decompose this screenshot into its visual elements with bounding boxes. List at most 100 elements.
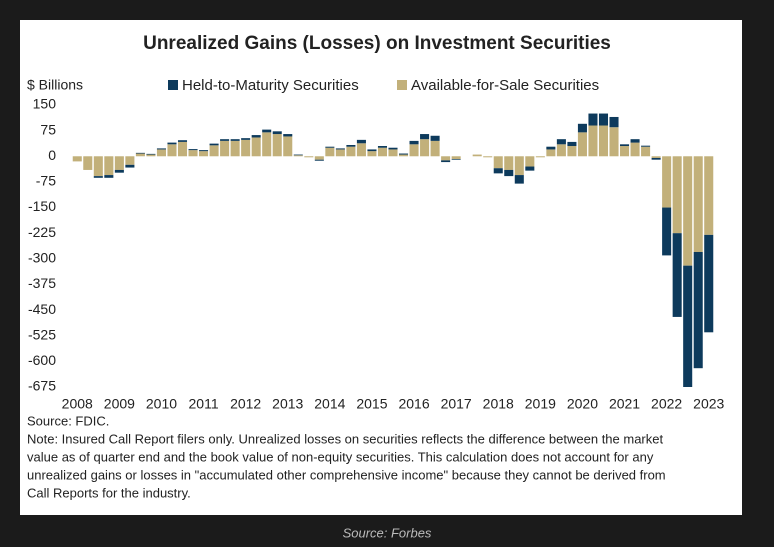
x-tick-label: 2015 xyxy=(356,396,387,412)
bar xyxy=(377,147,388,157)
bar xyxy=(156,148,166,150)
bar xyxy=(683,156,693,266)
bar xyxy=(135,153,145,157)
bar xyxy=(209,143,219,146)
bar xyxy=(683,265,693,387)
y-tick-label: -525 xyxy=(28,326,56,342)
bar xyxy=(241,138,251,140)
y-tick-label: -75 xyxy=(36,173,56,189)
bar xyxy=(230,140,240,157)
bar xyxy=(504,169,514,177)
bar xyxy=(556,144,566,157)
bar xyxy=(556,139,566,145)
bar xyxy=(388,149,398,157)
source: Source: FDIC. xyxy=(27,413,109,428)
bar xyxy=(367,149,377,152)
y-tick-label: -375 xyxy=(28,275,56,291)
bar xyxy=(377,146,388,148)
bar xyxy=(704,234,714,333)
x-tick-label: 2013 xyxy=(272,396,303,412)
x-tick-label: 2012 xyxy=(230,396,261,412)
bar xyxy=(314,156,324,160)
bar xyxy=(125,164,135,168)
bar xyxy=(567,141,577,147)
bar xyxy=(199,150,209,152)
bar xyxy=(609,116,619,128)
bar xyxy=(135,152,145,154)
bar xyxy=(325,146,335,148)
y-axis-label: $ Billions xyxy=(27,77,83,93)
bar xyxy=(93,176,103,178)
bar xyxy=(346,144,356,147)
bar xyxy=(272,131,282,135)
x-tick-label: 2017 xyxy=(441,396,472,412)
bar xyxy=(104,175,114,178)
bar xyxy=(514,175,524,184)
x-tick-label: 2011 xyxy=(189,396,219,412)
y-tick-label: -675 xyxy=(28,378,56,394)
legend-label: Held-to-Maturity Securities xyxy=(182,77,359,94)
bar xyxy=(262,129,272,133)
legend-swatch xyxy=(397,80,407,90)
bar xyxy=(620,146,630,157)
bar xyxy=(493,156,503,169)
bar xyxy=(441,156,451,161)
bar xyxy=(314,159,324,161)
bar xyxy=(483,156,493,158)
bar xyxy=(167,144,177,157)
caption: Source: Forbes xyxy=(343,525,432,540)
bar xyxy=(472,154,482,157)
bar xyxy=(641,146,651,157)
bar xyxy=(367,151,377,157)
bar xyxy=(262,132,272,157)
bar xyxy=(620,144,630,147)
bar xyxy=(356,143,366,157)
bar xyxy=(283,134,293,137)
x-tick-label: 2021 xyxy=(609,396,640,412)
bar xyxy=(93,156,103,177)
bar xyxy=(514,156,524,176)
x-tick-label: 2019 xyxy=(525,396,556,412)
y-tick-label: -600 xyxy=(28,352,56,368)
bar xyxy=(672,156,682,234)
bar xyxy=(146,154,156,157)
x-tick-label: 2014 xyxy=(314,396,345,412)
bar xyxy=(493,168,503,174)
bar xyxy=(335,148,345,150)
bar xyxy=(420,139,430,157)
bar xyxy=(430,135,440,141)
bar xyxy=(430,140,440,157)
note-line: unrealized gains or losses in "accumulat… xyxy=(27,467,666,482)
bar xyxy=(72,156,82,162)
x-tick-label: 2016 xyxy=(398,396,429,412)
bar xyxy=(146,153,156,155)
bar xyxy=(588,125,598,157)
bar xyxy=(251,135,261,138)
x-tick-label: 2022 xyxy=(651,396,682,412)
bar xyxy=(167,142,177,145)
bar xyxy=(630,139,640,143)
bar xyxy=(409,140,419,145)
note-line: Note: Insured Call Report filers only. U… xyxy=(27,431,663,446)
bar xyxy=(598,125,609,157)
bar xyxy=(283,136,293,157)
bar xyxy=(567,146,577,157)
note-line: Call Reports for the industry. xyxy=(27,485,191,500)
bar xyxy=(598,113,609,126)
bar xyxy=(398,153,409,155)
bar xyxy=(420,134,430,140)
bar xyxy=(588,113,598,126)
bar xyxy=(104,156,114,176)
bar xyxy=(504,156,514,170)
y-tick-label: 0 xyxy=(48,147,56,163)
bar xyxy=(177,140,188,142)
bar xyxy=(293,154,303,156)
bar xyxy=(693,251,703,369)
bar xyxy=(156,149,166,157)
y-tick-label: -450 xyxy=(28,301,56,317)
bar xyxy=(293,155,303,157)
bar xyxy=(441,160,451,163)
bar xyxy=(609,127,619,157)
